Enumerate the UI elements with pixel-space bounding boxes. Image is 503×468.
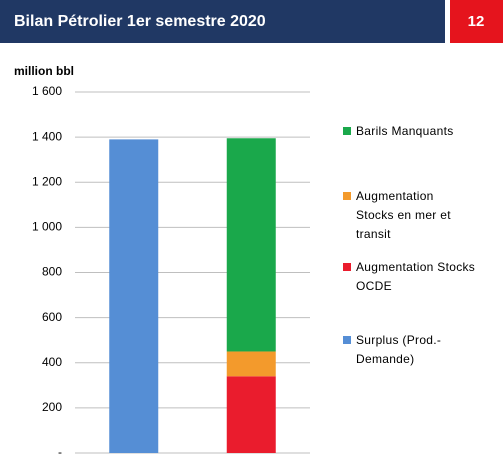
legend-label: Augmentation Stocks OCDE	[356, 260, 476, 293]
legend-item: Augmentation Stocks en mer et transit	[343, 187, 493, 244]
legend-label: Barils Manquants	[356, 124, 454, 138]
y-tick-label: 600	[42, 310, 62, 324]
y-tick-label: 200	[42, 400, 62, 414]
y-tick-label: -	[58, 445, 62, 459]
y-tick-label: 400	[42, 355, 62, 369]
header-bar	[0, 0, 445, 43]
legend-item: Barils Manquants	[343, 122, 493, 141]
y-axis-label: million bbl	[14, 64, 74, 78]
header-title: Bilan Pétrolier 1er semestre 2020	[14, 13, 266, 30]
bar-segment	[226, 138, 276, 352]
legend-swatch	[343, 263, 351, 271]
legend-swatch	[343, 192, 351, 200]
legend-swatch	[343, 127, 351, 135]
legend-label: Surplus (Prod.-Demande)	[356, 333, 442, 366]
legend-swatch	[343, 336, 351, 344]
y-tick-label: 1 200	[32, 174, 62, 188]
page-number-box	[450, 0, 503, 43]
legend-label: Augmentation Stocks en mer et transit	[356, 189, 451, 241]
legend-item: Surplus (Prod.-Demande)	[343, 331, 493, 369]
y-tick-label: 1 000	[32, 220, 62, 234]
legend-item: Augmentation Stocks OCDE	[343, 258, 493, 296]
bar-segment	[226, 351, 276, 377]
page-number: 12	[468, 13, 485, 30]
bar-segment	[226, 376, 276, 453]
y-tick-label: 800	[42, 265, 62, 279]
y-tick-label: 1 600	[32, 84, 62, 98]
y-tick-label: 1 400	[32, 129, 62, 143]
bar-segment	[109, 139, 159, 453]
